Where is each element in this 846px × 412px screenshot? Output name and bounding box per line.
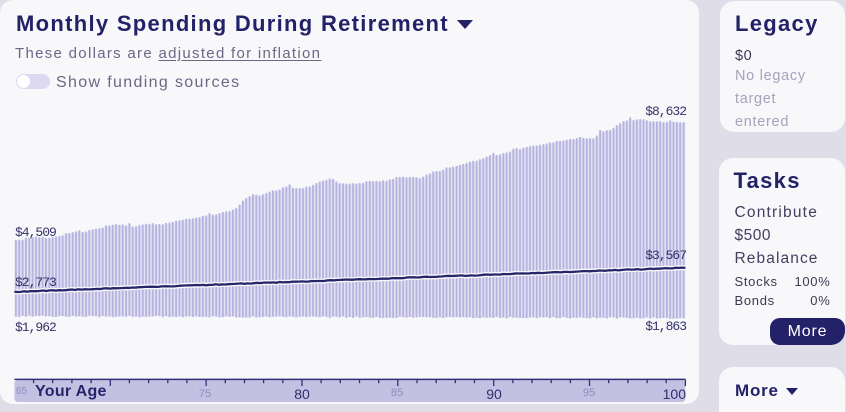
svg-text:$4,509: $4,509 <box>15 225 56 240</box>
svg-text:$3,567: $3,567 <box>645 248 686 263</box>
svg-text:65: 65 <box>16 386 28 397</box>
svg-text:100: 100 <box>663 386 687 402</box>
svg-text:$1,962: $1,962 <box>15 320 56 335</box>
svg-text:85: 85 <box>391 387 403 399</box>
svg-text:$1,863: $1,863 <box>645 319 686 334</box>
svg-text:Your Age: Your Age <box>35 383 107 400</box>
svg-text:95: 95 <box>583 387 595 399</box>
svg-text:80: 80 <box>294 386 310 402</box>
svg-text:$8,632: $8,632 <box>645 104 686 119</box>
svg-text:75: 75 <box>199 388 211 400</box>
svg-text:90: 90 <box>486 386 502 402</box>
svg-text:$2,773: $2,773 <box>15 275 56 290</box>
